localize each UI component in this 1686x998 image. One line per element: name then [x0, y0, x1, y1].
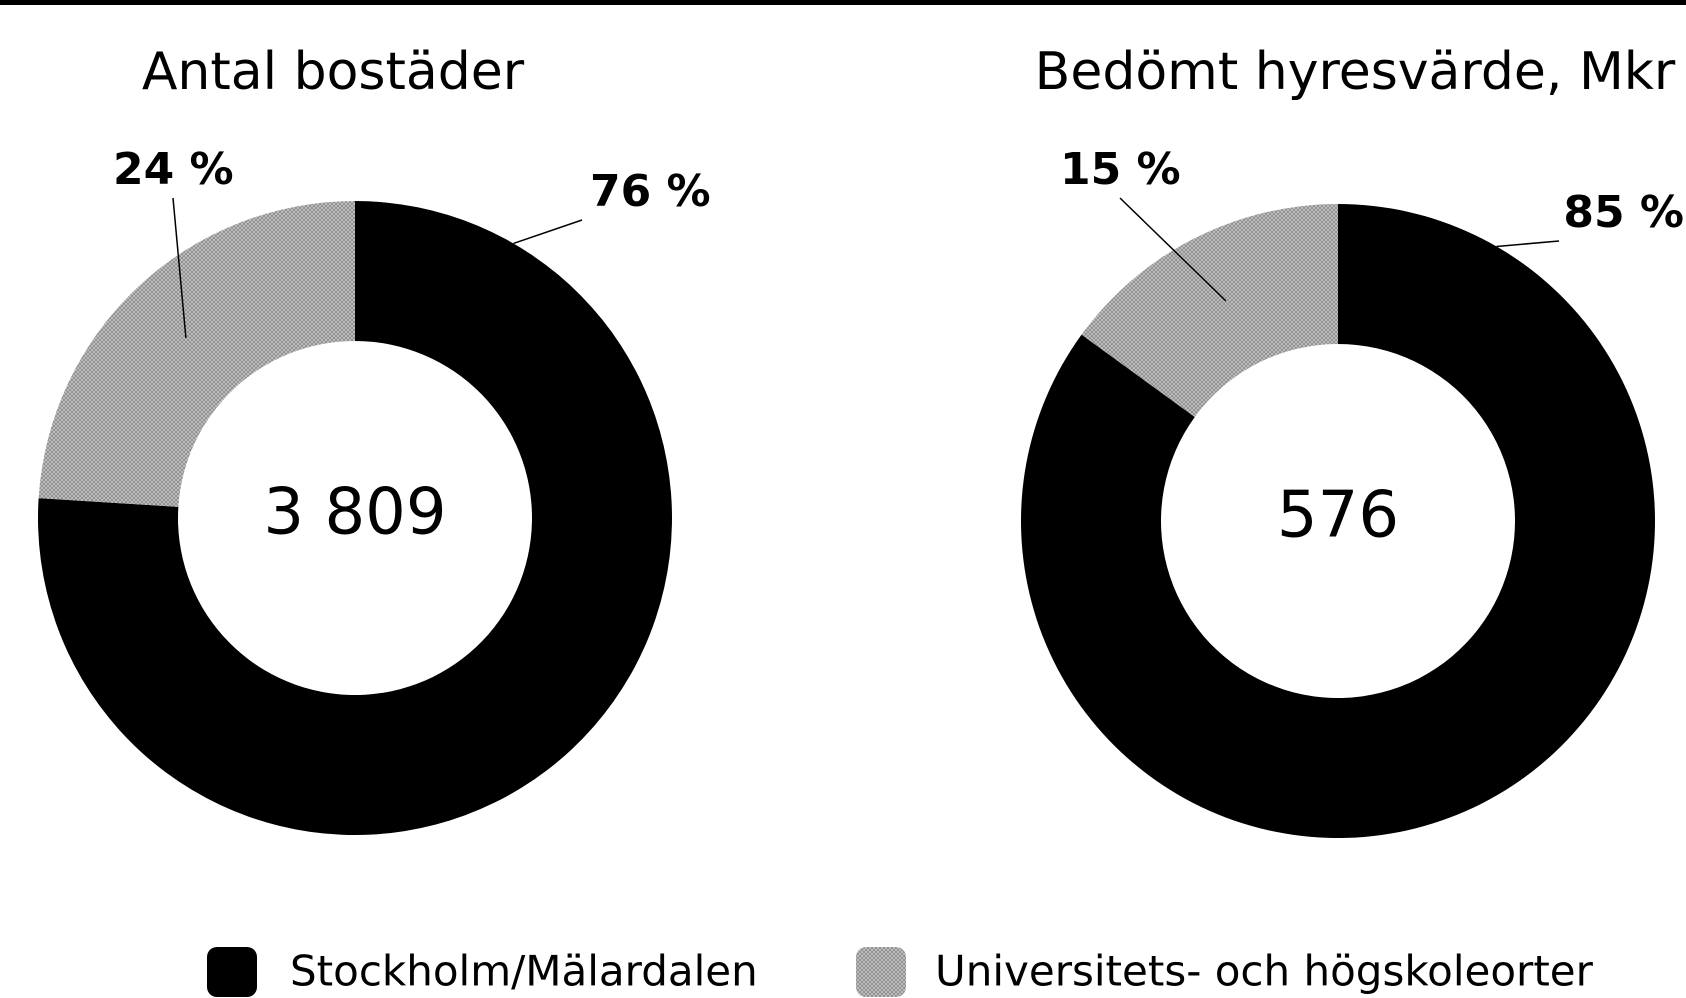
legend-label: Universitets- och högskoleorter — [935, 947, 1594, 996]
center-label: 576 — [1277, 479, 1399, 553]
center-label: 3 809 — [263, 476, 446, 550]
top-rule — [0, 0, 1686, 5]
data-label: 85 % — [1563, 187, 1684, 238]
legend-swatch — [856, 947, 906, 997]
donut-segment — [1021, 204, 1655, 839]
chart-title: Bedömt hyresvärde, Mkr — [1035, 42, 1676, 102]
donut-segment — [38, 201, 356, 507]
leader-line — [172, 197, 187, 339]
legend-swatch — [207, 947, 257, 997]
chart-title: Antal bostäder — [142, 42, 525, 102]
donut-segment — [38, 201, 673, 835]
leader-line — [1119, 197, 1227, 302]
donut-segment — [1081, 204, 1338, 417]
leader-line — [1496, 240, 1560, 248]
data-label: 76 % — [590, 166, 711, 217]
data-label: 15 % — [1060, 144, 1181, 195]
legend-label: Stockholm/Mälardalen — [290, 947, 758, 996]
data-label: 24 % — [113, 144, 234, 195]
leader-line — [513, 219, 583, 245]
